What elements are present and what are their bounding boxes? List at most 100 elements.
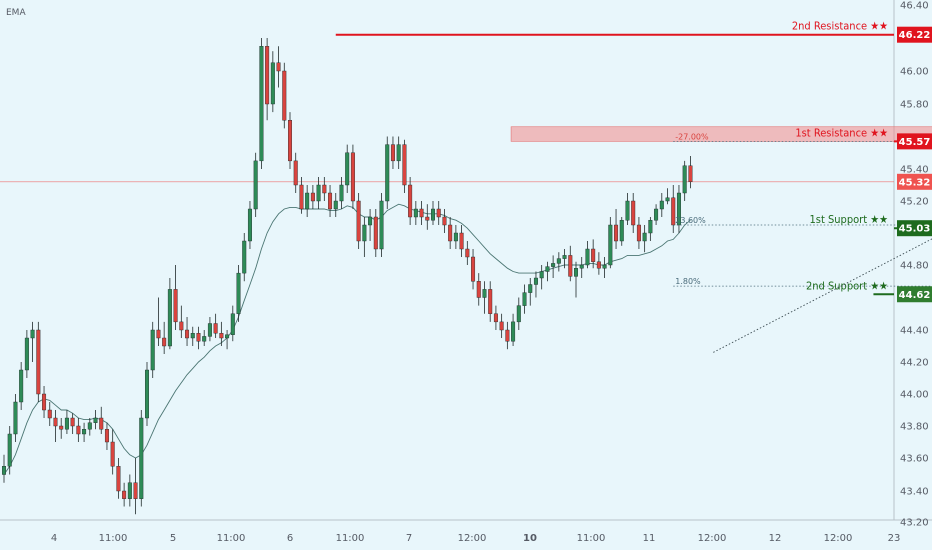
y-tick-label: 43.20 — [900, 518, 929, 529]
fib-level-label: 23.60% — [675, 216, 706, 225]
candle-body — [299, 184, 304, 210]
indicator-label: EMA — [6, 8, 26, 18]
candle-body — [568, 255, 573, 277]
candle-body — [631, 200, 636, 226]
candle-body — [642, 232, 647, 242]
candle-body — [419, 208, 424, 218]
price-axis-background — [894, 0, 932, 550]
candle-body — [333, 200, 338, 210]
y-tick-label: 44.20 — [900, 358, 929, 369]
candle-body — [64, 417, 69, 430]
x-tick-label: 7 — [406, 533, 412, 544]
candle-body — [471, 256, 476, 282]
x-tick-label: 11:00 — [217, 533, 246, 544]
candle-body — [356, 200, 361, 242]
candle-body — [47, 409, 52, 419]
candle-body — [476, 281, 481, 298]
y-tick-label: 43.60 — [900, 454, 929, 465]
price-badge-label: 44.62 — [899, 290, 931, 301]
candle-body — [225, 334, 230, 339]
candle-body — [442, 216, 447, 226]
candle-body — [202, 336, 207, 342]
candle-body — [545, 266, 550, 272]
candle-body — [551, 263, 556, 267]
candle-body — [207, 323, 212, 337]
y-tick-label: 44.80 — [900, 261, 929, 272]
y-tick-label: 45.40 — [900, 165, 929, 176]
candle-body — [219, 333, 224, 339]
candle-body — [87, 422, 92, 430]
candle-body — [528, 284, 533, 293]
candle-body — [339, 184, 344, 202]
candle-body — [373, 216, 378, 250]
x-tick-label: 11 — [643, 533, 656, 544]
candle-body — [122, 490, 127, 499]
candle-body — [13, 401, 18, 435]
y-tick-label: 46.00 — [900, 67, 929, 78]
x-tick-label: 10 — [523, 533, 537, 544]
candle-body — [247, 208, 252, 242]
candle-body — [425, 216, 430, 221]
candle-body — [196, 333, 201, 342]
candle-body — [482, 289, 487, 298]
level-label: 2nd Support ★★ — [806, 279, 888, 292]
candle-body — [413, 208, 418, 218]
y-tick-label: 43.40 — [900, 487, 929, 498]
candle-body — [7, 433, 12, 467]
candle-body — [676, 192, 681, 226]
candle-body — [190, 333, 195, 339]
candle-body — [556, 258, 561, 264]
candle-body — [127, 482, 132, 499]
candle-body — [522, 292, 527, 306]
x-tick-label: 5 — [170, 533, 176, 544]
candle-body — [82, 429, 87, 435]
x-tick-label: 11:00 — [336, 533, 365, 544]
candle-body — [24, 337, 29, 371]
candle-body — [459, 232, 464, 250]
candle-body — [585, 248, 590, 266]
candle-body — [310, 192, 315, 202]
candle-body — [596, 261, 601, 269]
price-badge-label: 45.57 — [899, 137, 931, 148]
candle-body — [276, 62, 281, 72]
candle-body — [270, 62, 275, 105]
candle-body — [533, 277, 538, 285]
candle-body — [76, 425, 81, 435]
fib-level-label: -27.00% — [675, 132, 709, 141]
x-tick-label: 12:00 — [698, 533, 727, 544]
candle-body — [402, 144, 407, 186]
x-tick-label: 23 — [888, 533, 901, 544]
candle-body — [162, 337, 167, 347]
candle-body — [93, 417, 98, 424]
candle-body — [396, 144, 401, 162]
candle-body — [173, 289, 178, 323]
candle-body — [179, 321, 184, 331]
candle-body — [167, 289, 172, 347]
candle-body — [316, 184, 321, 202]
y-tick-label: 44.40 — [900, 326, 929, 337]
price-badge-label: 45.03 — [899, 224, 931, 235]
candle-body — [602, 264, 607, 269]
price-badge — [897, 286, 932, 303]
candle-body — [110, 441, 115, 467]
candle-body — [253, 160, 258, 210]
candle-body — [688, 165, 693, 182]
candle-body — [682, 165, 687, 194]
candle-body — [579, 264, 584, 269]
y-tick-label: 43.80 — [900, 422, 929, 433]
x-tick-label: 11:00 — [577, 533, 606, 544]
candle-body — [36, 329, 41, 395]
candle-body — [591, 248, 596, 263]
candle-body — [230, 313, 235, 335]
candle-body — [242, 240, 247, 274]
x-tick-label: 12:00 — [824, 533, 853, 544]
candle-body — [185, 329, 190, 339]
x-tick-label: 12 — [769, 533, 782, 544]
level-label: 1st Resistance ★★ — [795, 126, 888, 139]
fib-level-label: 1.80% — [675, 277, 701, 286]
candle-body — [350, 152, 355, 202]
candle-body — [42, 393, 47, 411]
price-badge — [897, 26, 932, 43]
candle-body — [144, 369, 149, 419]
